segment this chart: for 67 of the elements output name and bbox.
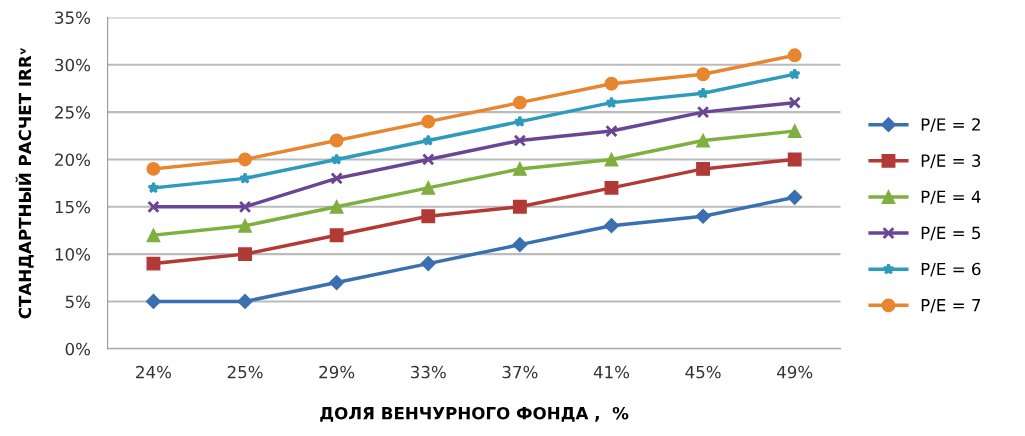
point [696,161,711,176]
y-tick-label: 0% [65,342,91,356]
point [146,228,161,243]
point [512,199,527,214]
y-tick-label: 20% [55,153,91,167]
point [696,133,711,148]
y-tick-label: 15% [55,200,91,214]
point [512,95,527,110]
point [329,228,344,243]
x-tick-label: 45% [685,365,721,379]
point [604,180,619,195]
legend-label: P/E = 3 [921,154,981,169]
point [330,172,343,185]
point [605,96,618,108]
legend-label: P/E = 5 [921,226,981,241]
point [512,237,528,253]
point [145,293,161,310]
x-tick-label: 37% [502,365,538,379]
x-tick-label: 24% [136,365,172,379]
x-axis-title: ДОЛЯ ВЕНЧУРНОГО ФОНДА , % [320,406,629,422]
x-tick-label: 33% [411,365,446,379]
x-tick-label: 49% [776,365,813,379]
point [422,153,435,166]
point [603,218,620,234]
point [605,124,618,138]
y-tick-label: 35% [55,11,91,25]
point [237,293,253,310]
point [513,115,526,127]
legend-label: P/E = 7 [921,299,981,313]
point [788,96,801,109]
point [787,124,802,138]
point [238,247,252,262]
point [787,152,802,167]
point [696,67,711,82]
y-axis-title: СТАНДАРТНЫЙ РАСЧЕТ IRRᵛ [15,47,34,319]
point [695,208,711,224]
point [512,161,527,176]
point [146,161,161,176]
point [421,180,436,195]
point [696,105,710,119]
point [147,181,160,194]
point [787,48,802,63]
point [329,133,344,148]
point [329,199,344,214]
point [421,209,436,224]
point [421,114,436,129]
point [146,256,161,271]
y-tick-label: 25% [55,106,91,119]
point [238,152,252,167]
point [604,76,619,91]
y-tick-label: 5% [65,295,91,309]
x-tick-label: 25% [227,365,263,379]
point [513,134,527,147]
legend-label: P/E = 6 [921,262,981,277]
point [238,200,252,214]
y-tick-label: 30% [55,58,91,72]
point [420,256,436,272]
point [604,152,619,167]
legend-label: P/E = 2 [921,118,980,133]
point [147,200,160,214]
point [329,274,345,291]
y-tick-label: 10% [55,248,91,261]
legend-label: P/E = 4 [921,190,981,205]
x-tick-label: 29% [319,365,355,379]
point [238,218,252,233]
x-tick-label: 41% [593,365,630,379]
point [787,189,803,205]
